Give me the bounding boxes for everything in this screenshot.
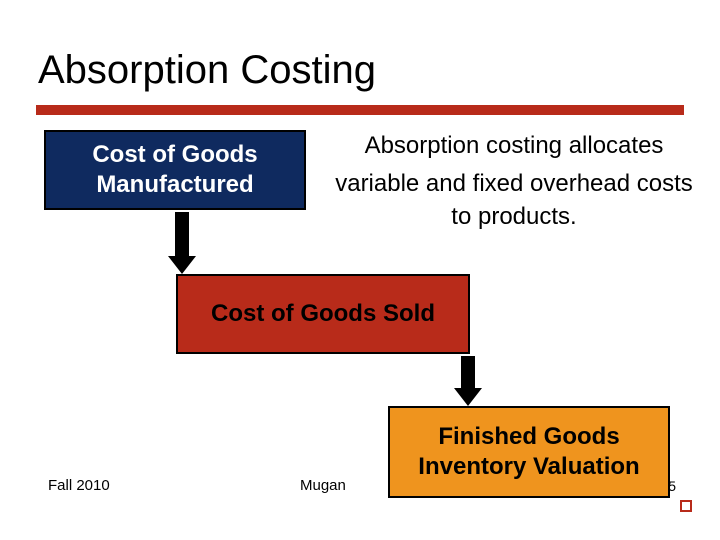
slide-title: Absorption Costing bbox=[38, 48, 376, 93]
slide-marker-icon bbox=[680, 500, 692, 512]
arrow-down-icon bbox=[456, 356, 480, 406]
box-cogm-label: Cost of Goods Manufactured bbox=[46, 140, 304, 200]
arrow-shaft bbox=[175, 212, 189, 256]
slide: Absorption Costing Cost of Goods Manufac… bbox=[0, 0, 720, 540]
description-line2: variable and fixed overhead costs to pro… bbox=[334, 168, 694, 233]
box-finished-goods-inventory: Finished Goods Inventory Valuation bbox=[388, 406, 670, 498]
arrow-shaft bbox=[461, 356, 475, 388]
footer-page-number: 5 bbox=[668, 478, 676, 494]
arrow-down-icon bbox=[170, 212, 194, 274]
footer-center: Mugan bbox=[300, 477, 346, 494]
box-fgi-label: Finished Goods Inventory Valuation bbox=[390, 422, 668, 482]
box-cost-of-goods-sold: Cost of Goods Sold bbox=[176, 274, 470, 354]
arrow-head bbox=[454, 388, 482, 406]
box-cost-of-goods-manufactured: Cost of Goods Manufactured bbox=[44, 130, 306, 210]
description-text: Absorption costing allocates variable an… bbox=[334, 130, 694, 233]
description-line1: Absorption costing allocates bbox=[334, 130, 694, 162]
box-cogs-label: Cost of Goods Sold bbox=[211, 299, 435, 329]
title-underline bbox=[36, 105, 684, 115]
footer-left: Fall 2010 bbox=[48, 477, 110, 494]
arrow-head bbox=[168, 256, 196, 274]
